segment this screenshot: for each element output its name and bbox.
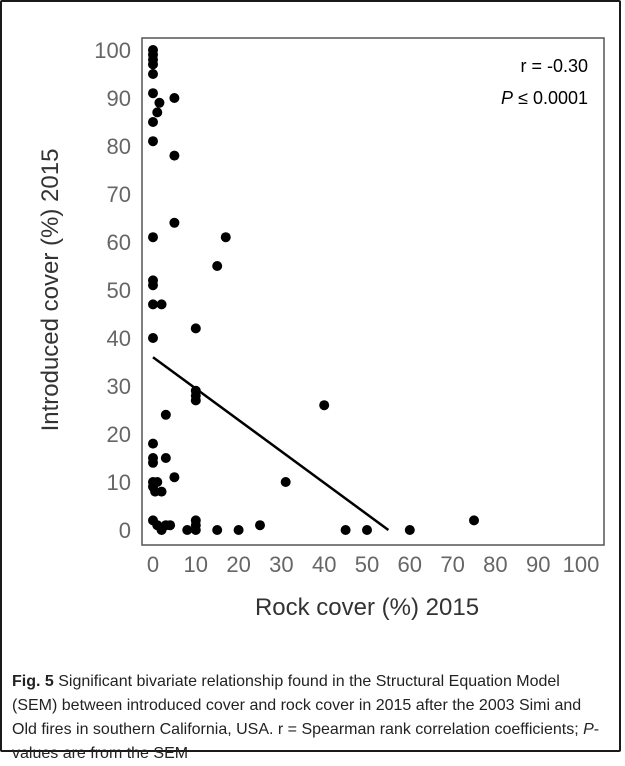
data-point: [169, 472, 180, 483]
x-tick-label: 10: [184, 552, 208, 577]
data-point: [169, 150, 180, 161]
caption-text: Significant bivariate relationship found…: [12, 673, 584, 738]
annotation-p: P ≤ 0.0001: [501, 88, 588, 108]
y-tick-label: 80: [107, 134, 131, 159]
scatter-plot: 0 10 20 30 40 50 60 70 80 90 100 0 10 20 30 40 50 60 70 80…: [37, 37, 605, 621]
y-tick-label: 90: [107, 86, 131, 111]
y-tick-label: 0: [119, 518, 131, 543]
x-tick-label: 20: [226, 552, 250, 577]
y-tick-label: 30: [107, 374, 131, 399]
y-axis-ticks: 0 10 20 30 40 50 60 70 80 90 100: [94, 38, 131, 543]
data-point: [160, 453, 171, 463]
data-point: [169, 93, 180, 103]
data-point: [148, 299, 158, 310]
y-tick-label: 10: [107, 470, 131, 495]
data-point: [160, 409, 171, 420]
data-point: [212, 261, 223, 271]
figure-caption: Fig. 5 Significant bivariate relationshi…: [12, 670, 604, 766]
y-tick-label: 60: [107, 230, 131, 255]
data-point: [220, 232, 231, 243]
data-point: [148, 457, 158, 468]
data-point: [154, 97, 165, 108]
data-point: [190, 395, 201, 406]
caption-label: Fig. 5: [12, 673, 54, 690]
y-tick-label: 50: [107, 278, 131, 303]
caption-p-italic: P: [583, 721, 594, 738]
figure-frame: [0, 0, 621, 752]
data-point: [212, 525, 223, 535]
data-points: [148, 45, 479, 535]
y-tick-label: 70: [107, 182, 131, 207]
x-axis-ticks: 0 10 20 30 40 50 60 70 80 90 100: [147, 552, 599, 577]
x-tick-label: 40: [312, 552, 336, 577]
data-point: [148, 88, 158, 99]
data-point: [156, 486, 167, 497]
data-point: [233, 525, 244, 535]
data-point: [404, 525, 415, 535]
data-point: [148, 117, 158, 127]
data-point: [148, 69, 158, 79]
x-tick-label: 30: [269, 552, 293, 577]
x-tick-label: 0: [147, 552, 159, 577]
data-point: [148, 280, 158, 291]
data-point: [280, 477, 291, 487]
trend-line: [152, 356, 390, 532]
x-axis-label: Rock cover (%) 2015: [255, 594, 479, 621]
x-tick-label: 50: [355, 552, 379, 577]
data-point: [319, 400, 330, 411]
data-point: [340, 525, 351, 535]
data-point: [182, 525, 193, 535]
data-point: [190, 323, 201, 334]
data-point: [190, 515, 201, 526]
y-axis-label: Introduced cover (%) 2015: [37, 149, 64, 432]
x-tick-label: 70: [440, 552, 464, 577]
data-point: [165, 520, 176, 531]
data-point: [152, 477, 163, 487]
annotation-r: r = -0.30: [520, 56, 588, 76]
data-point: [152, 107, 163, 118]
data-point: [169, 217, 180, 228]
data-point: [362, 525, 372, 535]
data-point: [255, 520, 265, 531]
data-point: [148, 59, 158, 70]
data-point: [469, 515, 479, 526]
data-point: [156, 299, 167, 310]
x-tick-label: 60: [398, 552, 422, 577]
y-tick-label: 40: [107, 326, 131, 351]
x-tick-label: 100: [563, 552, 600, 577]
data-point: [148, 232, 158, 243]
y-tick-label: 20: [107, 422, 131, 447]
x-tick-label: 90: [526, 552, 550, 577]
y-tick-label: 100: [94, 38, 131, 63]
data-point: [148, 438, 158, 449]
plot-area-border: [141, 37, 605, 546]
x-tick-label: 80: [483, 552, 507, 577]
data-point: [148, 333, 158, 343]
data-point: [148, 136, 158, 147]
